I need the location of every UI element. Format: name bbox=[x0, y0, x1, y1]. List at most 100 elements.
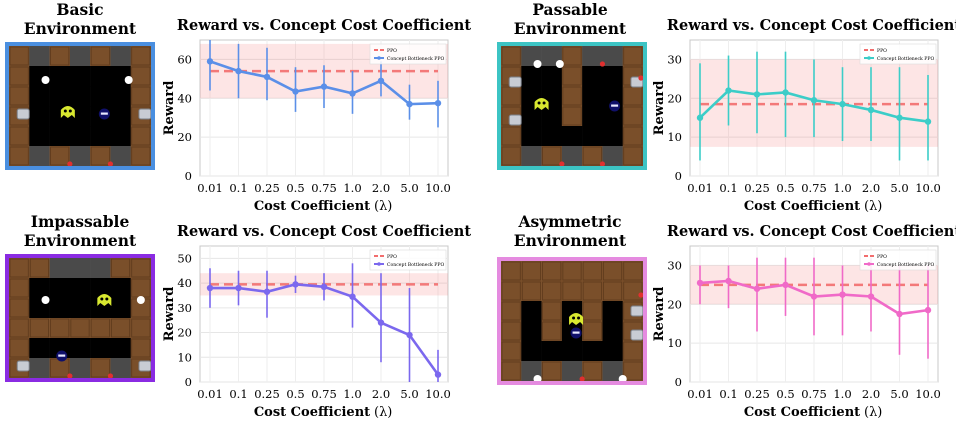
floor-tile bbox=[541, 66, 563, 87]
ghost-eyes-icon bbox=[572, 331, 580, 334]
food-dot-icon bbox=[638, 75, 643, 81]
wall-tile-edge bbox=[501, 46, 521, 66]
wall-tile-edge bbox=[623, 261, 643, 281]
ghost-eyes-icon bbox=[100, 112, 108, 115]
x-axis-label: Cost Coefficient bbox=[744, 405, 860, 420]
agent-eye-icon bbox=[105, 297, 109, 301]
gate-tile bbox=[521, 146, 542, 166]
x-tick-label: 10.0 bbox=[425, 387, 451, 401]
data-point bbox=[377, 77, 385, 85]
data-point bbox=[782, 89, 789, 96]
food-dot-icon bbox=[107, 373, 114, 378]
wall-tile bbox=[501, 46, 522, 67]
y-tick-label: 20 bbox=[177, 326, 192, 340]
food-dot-icon bbox=[559, 161, 565, 166]
wall-tile bbox=[9, 86, 30, 107]
x-axis-symbol: (λ) bbox=[374, 405, 392, 420]
wall-tile bbox=[501, 361, 522, 381]
floor-tile bbox=[521, 301, 542, 322]
env-title-line2: Environment bbox=[513, 231, 627, 250]
x-tick-label: 5.0 bbox=[890, 181, 908, 195]
wall-tile bbox=[49, 358, 71, 378]
data-point bbox=[235, 67, 242, 75]
wall-tile bbox=[622, 126, 643, 147]
gate-tile bbox=[110, 146, 132, 166]
legend-box bbox=[859, 249, 937, 271]
wall-tile-edge bbox=[623, 126, 643, 146]
data-point bbox=[206, 284, 214, 292]
floor-tile bbox=[69, 66, 91, 87]
wall-tile-edge bbox=[623, 46, 643, 66]
pellet-icon bbox=[618, 375, 627, 381]
y-tick-label: 50 bbox=[177, 251, 192, 265]
wall-tile-edge bbox=[131, 338, 151, 358]
x-tick-label: 2.0 bbox=[862, 181, 880, 195]
wall-tile bbox=[582, 361, 603, 381]
wall-tile-edge bbox=[603, 261, 623, 281]
data-point bbox=[810, 293, 818, 300]
wall-tile bbox=[130, 318, 151, 339]
wall-tile bbox=[110, 318, 132, 339]
x-tick-label: 0.75 bbox=[801, 387, 827, 401]
ghost-eyes-icon bbox=[58, 354, 66, 357]
data-point bbox=[896, 310, 903, 318]
wall-tile bbox=[582, 146, 603, 166]
floor-tile bbox=[521, 341, 542, 362]
wall-tile-edge bbox=[623, 106, 643, 126]
agent-icon bbox=[569, 313, 584, 325]
y-tick-label: 10 bbox=[177, 350, 192, 364]
x-tick-label: 2.0 bbox=[372, 387, 390, 401]
wall-tile bbox=[29, 258, 50, 279]
wall-tile-edge bbox=[501, 281, 521, 301]
chart: Reward vs. Concept Cost Coefficient 0 10 20… bbox=[652, 17, 956, 214]
food-dot-icon bbox=[638, 292, 643, 298]
wall-tile bbox=[9, 298, 30, 319]
capsule-icon bbox=[138, 360, 151, 372]
data-point bbox=[696, 114, 704, 121]
x-tick-label: 10.0 bbox=[425, 181, 451, 195]
x-tick-label: 10.0 bbox=[915, 387, 941, 401]
y-tick-label: 10 bbox=[667, 336, 682, 350]
wall-tile bbox=[521, 261, 542, 282]
y-tick-label: 0 bbox=[185, 375, 192, 389]
pellet-icon bbox=[124, 76, 133, 84]
wall-tile bbox=[602, 281, 624, 302]
wall-tile bbox=[9, 258, 30, 279]
wall-tile-edge bbox=[501, 146, 521, 166]
gate-tile bbox=[602, 146, 624, 166]
data-point bbox=[235, 284, 242, 292]
wall-tile-edge bbox=[9, 126, 29, 146]
data-point bbox=[349, 90, 356, 97]
wall-tile bbox=[9, 278, 30, 299]
wall-tile-edge bbox=[90, 46, 110, 66]
pellet-icon bbox=[41, 296, 50, 304]
pellet-icon bbox=[136, 296, 145, 304]
wall-tile-edge bbox=[9, 258, 29, 278]
wall-tile bbox=[561, 281, 583, 302]
env-title: Impassable Environment bbox=[5, 212, 155, 250]
y-tick-label: 20 bbox=[177, 130, 192, 144]
legend-label: PPO bbox=[877, 48, 887, 54]
wall-tile bbox=[561, 66, 583, 87]
y-tick-label: 20 bbox=[667, 297, 682, 311]
x-tick-label: 0.75 bbox=[311, 181, 337, 195]
floor-tile bbox=[602, 321, 624, 342]
wall-tile bbox=[501, 261, 522, 282]
agent-eye-icon bbox=[577, 316, 581, 320]
x-tick-label: 0.25 bbox=[744, 181, 770, 195]
floor-tile bbox=[521, 126, 542, 147]
x-tick-label: 10.0 bbox=[915, 181, 941, 195]
wall-tile bbox=[541, 301, 563, 322]
wall-tile-edge bbox=[562, 46, 582, 66]
data-point bbox=[696, 279, 704, 287]
data-point bbox=[320, 283, 328, 290]
data-point bbox=[924, 306, 932, 314]
floor-tile bbox=[49, 126, 71, 147]
floor-tile bbox=[69, 126, 91, 147]
x-tick-label: 0.75 bbox=[801, 181, 827, 195]
wall-tile bbox=[9, 126, 30, 147]
env-grid bbox=[501, 46, 643, 166]
data-point bbox=[924, 118, 932, 125]
wall-tile-edge bbox=[542, 281, 562, 301]
x-axis-label: Cost Coefficient bbox=[744, 199, 860, 214]
